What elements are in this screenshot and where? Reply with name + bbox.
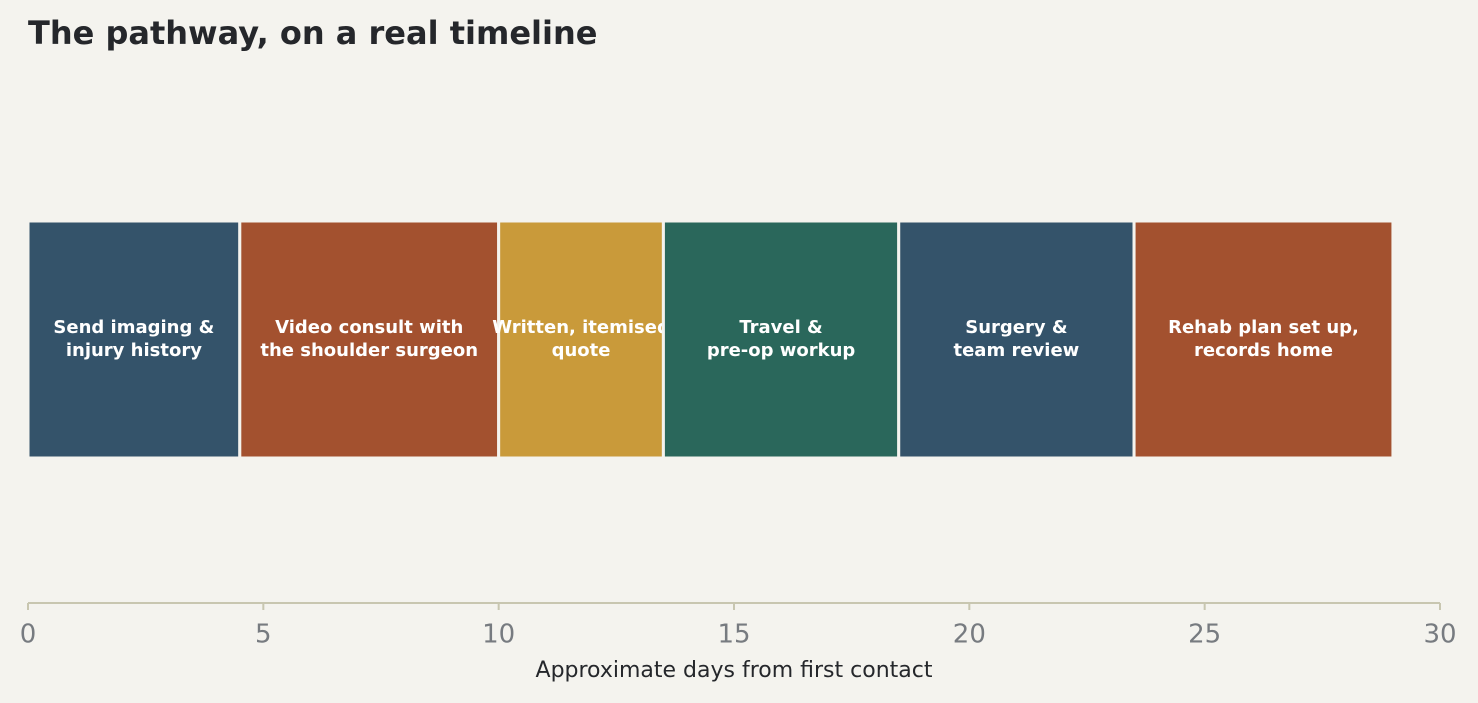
x-tick-label: 20 (953, 620, 986, 650)
segment-label-line: Travel & (739, 317, 822, 338)
x-tick-label: 5 (255, 620, 272, 650)
segment-label-line: Rehab plan set up, (1168, 317, 1359, 338)
segment-label-line: Written, itemised (492, 317, 670, 338)
x-tick-label: 0 (20, 620, 37, 650)
segment-label-line: quote (552, 340, 611, 361)
segment-label: Video consult with the shoulder surgeon (260, 317, 478, 361)
x-axis-label: Approximate days from first contact (536, 658, 933, 683)
bar-segment (238, 219, 501, 460)
segment-label: Written, itemised quote (492, 317, 670, 361)
segment-label-line: the shoulder surgeon (260, 340, 478, 361)
x-tick-label: 30 (1423, 620, 1456, 650)
segment-label-line: records home (1194, 340, 1333, 361)
x-tick-label: 15 (717, 620, 750, 650)
segment-label: Send imaging & injury history (53, 317, 214, 361)
segment-label-line: injury history (66, 340, 202, 361)
segment-label-line: Surgery & (965, 317, 1067, 338)
segment-label: Surgery & team review (953, 317, 1079, 361)
segment-label: Travel & pre-op workup (707, 317, 856, 361)
chart-title: The pathway, on a real timeline (28, 14, 597, 52)
segment-label-line: team review (953, 340, 1079, 361)
bar-segment (897, 219, 1136, 460)
x-tick-label: 10 (482, 620, 515, 650)
segment-label-line: pre-op workup (707, 340, 856, 361)
bar-segment (26, 219, 242, 460)
bar-segment (497, 219, 665, 460)
bar-segment (1132, 219, 1395, 460)
x-tick-label: 25 (1188, 620, 1221, 650)
segment-label-line: Send imaging & (53, 317, 214, 338)
segment-label: Rehab plan set up, records home (1168, 317, 1359, 361)
bar-segment (661, 219, 901, 460)
segment-label-line: Video consult with (275, 317, 463, 338)
